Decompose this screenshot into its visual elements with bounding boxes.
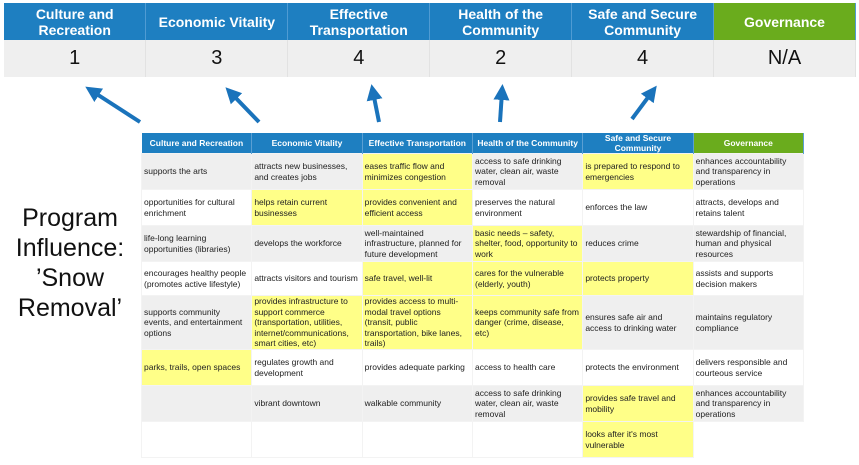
summary-header: Governance (713, 3, 856, 40)
matrix-cell: enforces the law (582, 189, 694, 226)
matrix-row: opportunities for cultural enrichment hel… (140, 189, 805, 226)
matrix-cell: vibrant downtown (251, 385, 363, 422)
matrix-cell: access to health care (471, 349, 584, 386)
arrow-icon (366, 84, 383, 123)
summary-header: Effective Transportation (287, 3, 431, 40)
matrix-header: Governance (693, 133, 805, 154)
matrix-cell: cares for the vulnerable (elderly, youth… (471, 261, 584, 296)
arrow-icon (493, 84, 510, 123)
matrix-header: Safe and Secure Community (582, 133, 694, 154)
arrows (85, 84, 657, 124)
matrix-row: parks, trails, open spaces regulates grow… (140, 349, 805, 386)
matrix-cell: well-maintained infrastructure, planned … (361, 225, 473, 262)
matrix-cell: provides adequate parking (361, 349, 473, 386)
matrix-cell: life-long learning opportunities (librar… (140, 225, 253, 262)
summary-table: Culture and Recreation Economic Vitality E… (4, 3, 856, 77)
matrix-cell: maintains regulatory compliance (692, 295, 805, 350)
matrix-cell: enhances accountability and transparency… (692, 385, 805, 422)
summary-header: Safe and Secure Community (571, 3, 715, 40)
matrix-cell: helps retain current businesses (251, 189, 363, 226)
summary-header: Health of the Community (429, 3, 573, 40)
matrix-cell: parks, trails, open spaces (140, 349, 253, 386)
matrix-cell: is prepared to respond to emergencies (582, 153, 694, 190)
matrix-cell: develops the workforce (251, 225, 363, 262)
matrix-cell: ensures safe air and access to drinking … (582, 295, 694, 350)
summary-score: 2 (429, 40, 573, 77)
matrix-row: looks after it's most vulnerable (140, 421, 804, 458)
matrix-cell: provides convenient and efficient access (361, 189, 473, 226)
summary-score: 3 (145, 40, 289, 77)
matrix-cell (251, 421, 363, 458)
matrix-cell (693, 421, 804, 458)
matrix-header: Effective Transportation (362, 133, 473, 154)
arrow-icon (630, 85, 657, 121)
summary-header: Economic Vitality (145, 3, 289, 40)
program-influence-label: Program Influence: ’Snow Removal’ (15, 204, 125, 322)
matrix-row: life-long learning opportunities (librar… (140, 225, 805, 262)
matrix-cell: protects the environment (582, 349, 694, 386)
summary-score: 1 (4, 40, 147, 77)
arrow-icon (225, 87, 261, 124)
matrix-cell: provides safe travel and mobility (582, 385, 694, 422)
matrix-cell: provides infrastructure to support comme… (251, 295, 363, 350)
matrix-cell: basic needs – safety, shelter, food, opp… (471, 225, 584, 262)
matrix-cell: delivers responsible and courteous servi… (692, 349, 805, 386)
matrix-cell: safe travel, well-lit (361, 261, 473, 296)
matrix-cell: reduces crime (582, 225, 694, 262)
matrix-cell: looks after it's most vulnerable (582, 421, 694, 458)
matrix-cell: preserves the natural environment (471, 189, 584, 226)
matrix-cell: attracts visitors and tourism (251, 261, 363, 296)
matrix-header: Economic Vitality (251, 133, 363, 154)
matrix-cell: provides access to multi-modal travel op… (361, 295, 473, 350)
summary-header: Culture and Recreation (4, 3, 147, 40)
matrix-cell (361, 421, 473, 458)
matrix-cell: enhances accountability and transparency… (692, 153, 805, 190)
matrix-cell: encourages healthy people (promotes acti… (140, 261, 253, 296)
matrix-cell: regulates growth and development (251, 349, 363, 386)
summary-score: N/A (713, 40, 856, 77)
matrix-cell: access to safe drinking water, clean air… (471, 385, 584, 422)
matrix-cell: walkable community (361, 385, 473, 422)
matrix-cell: supports community events, and entertain… (140, 295, 253, 350)
matrix-cell (140, 421, 253, 458)
matrix-row: supports the arts attracts new businesses… (140, 153, 805, 190)
matrix-cell: stewardship of financial, human and phys… (692, 225, 805, 262)
matrix-cell: attracts new businesses, and creates job… (251, 153, 363, 190)
influence-matrix: Culture and Recreation Economic Vitality E… (140, 133, 805, 458)
summary-score: 4 (571, 40, 715, 77)
matrix-row: encourages healthy people (promotes acti… (140, 261, 805, 296)
matrix-cell: eases traffic flow and minimizes congest… (361, 153, 473, 190)
matrix-cell (471, 421, 584, 458)
summary-score: 4 (287, 40, 431, 77)
arrow-icon (85, 86, 142, 124)
matrix-cell: keeps community safe from danger (crime,… (471, 295, 584, 350)
matrix-header: Culture and Recreation (141, 133, 253, 154)
matrix-cell: protects property (582, 261, 694, 296)
matrix-row: supports community events, and entertain… (140, 295, 805, 350)
matrix-cell (140, 385, 253, 422)
matrix-header: Health of the Community (472, 133, 584, 154)
matrix-cell: access to safe drinking water, clean air… (471, 153, 584, 190)
matrix-cell: attracts, develops and retains talent (692, 189, 805, 226)
matrix-cell: supports the arts (140, 153, 253, 190)
matrix-cell: assists and supports decision makers (692, 261, 805, 296)
matrix-row: vibrant downtown walkable community access… (140, 385, 805, 422)
matrix-cell: opportunities for cultural enrichment (140, 189, 253, 226)
